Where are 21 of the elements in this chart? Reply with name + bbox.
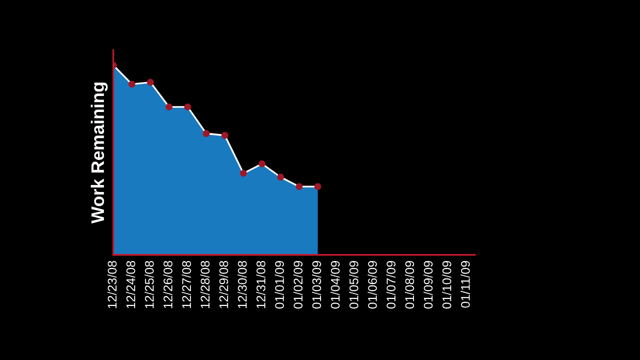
x-tick-label: 12/24/08 (126, 260, 136, 308)
x-tick-label: 12/27/08 (182, 260, 191, 308)
x-tick-label: 01/08/09 (404, 261, 414, 309)
x-tick-label: 12/31/08 (256, 260, 266, 308)
x-tick-label: 12/30/08 (238, 260, 247, 308)
x-tick-label: 01/05/09 (349, 261, 358, 309)
x-tick-label: 01/07/09 (386, 261, 396, 309)
x-tick-label: 01/01/09 (274, 261, 284, 309)
x-tick-label: 01/11/09 (460, 261, 470, 308)
x-tick-label: 01/10/09 (442, 261, 452, 309)
x-tick-label: 12/25/08 (144, 260, 154, 308)
y-axis-title: Work Remaining (90, 82, 108, 224)
x-tick-label: 01/02/09 (293, 261, 303, 309)
x-tick-label: 01/06/09 (368, 261, 377, 309)
x-tick-label: 12/29/08 (219, 260, 228, 308)
x-tick-label: 01/04/09 (330, 261, 340, 309)
x-tick-label: 12/28/08 (200, 260, 210, 308)
x-tick-label: 01/03/09 (312, 261, 322, 309)
x-tick-label: 12/26/08 (163, 260, 172, 308)
x-tick-label: 12/23/08 (107, 260, 117, 308)
x-tick-label: 01/09/09 (424, 261, 433, 309)
